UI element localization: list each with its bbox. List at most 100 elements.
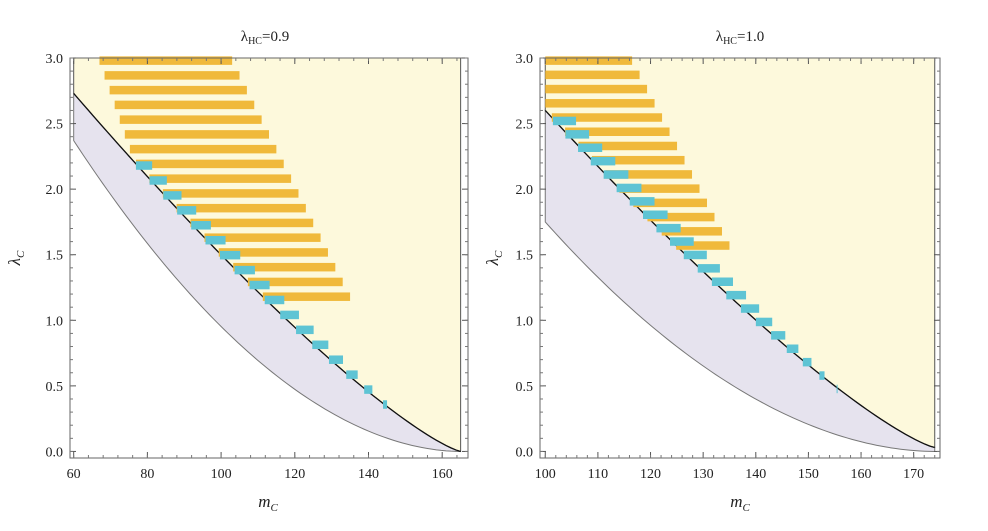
orange-stripe xyxy=(218,248,328,257)
x-tick-label: 160 xyxy=(851,467,872,482)
orange-stripe xyxy=(247,277,343,287)
cyan-stripe xyxy=(819,371,825,380)
cyan-stripe xyxy=(191,221,211,230)
y-tick-label: 2.5 xyxy=(46,118,64,133)
y-tick-label: 0.5 xyxy=(46,380,64,395)
orange-stripe xyxy=(114,100,255,110)
orange-stripe xyxy=(162,189,299,198)
orange-stripe xyxy=(129,144,277,154)
orange-stripe xyxy=(605,170,693,179)
y-tick-label: 1.5 xyxy=(516,249,534,264)
ticks-left: 60 80 100 120 140 160 0.0 0.5 1.0 1.5 2.0 2.5 3.0 xyxy=(46,52,468,482)
y-tick-label: 3.0 xyxy=(46,52,64,67)
orange-stripe xyxy=(124,130,269,139)
cyan-stripe xyxy=(656,223,681,233)
x-tick-label: 110 xyxy=(588,467,608,482)
y-axis-label-left: λC xyxy=(5,250,27,266)
orange-stripe xyxy=(119,115,262,124)
y-tick-label: 0.5 xyxy=(516,380,534,395)
cyan-stripe xyxy=(219,250,241,260)
orange-stripe xyxy=(135,159,284,169)
orange-stripe xyxy=(545,99,655,108)
y-tick-label: 0.0 xyxy=(516,445,534,460)
title-right: λHC=1.0 xyxy=(716,29,764,47)
cyan-stripe xyxy=(249,280,270,290)
orange-stripe xyxy=(545,70,640,80)
orange-stripe xyxy=(99,56,233,65)
x-tick-label: 120 xyxy=(284,467,305,482)
cyan-stripe xyxy=(205,235,226,245)
cyan-stripe xyxy=(565,130,590,139)
y-tick-label: 3.0 xyxy=(516,52,534,67)
orange-stripe xyxy=(661,227,722,236)
panel-left: 60 80 100 120 140 160 0.0 0.5 1.0 1.5 2.0 2.5 3.0 λH… xyxy=(5,29,469,514)
cyan-stripe xyxy=(771,331,786,340)
cyan-stripe xyxy=(346,370,358,379)
cyan-stripe xyxy=(135,161,153,170)
plot-border xyxy=(69,57,469,459)
orange-stripe xyxy=(676,241,730,250)
cyan-stripe xyxy=(786,344,799,353)
orange-stripe xyxy=(233,262,336,272)
cyan-stripe xyxy=(603,170,629,179)
cyan-stripe xyxy=(163,191,182,200)
orange-stripe xyxy=(578,141,678,151)
regions-right xyxy=(539,56,941,459)
cyan-stripe xyxy=(616,183,642,193)
x-tick-label: 100 xyxy=(211,467,232,482)
x-tick-label: 140 xyxy=(358,467,379,482)
orange-stripe xyxy=(551,113,663,122)
orange-stripe xyxy=(262,292,351,301)
cyan-stripe xyxy=(578,143,603,153)
ticks-right: 100 110 120 130 140 150 160 170 0.0 0.5 1.0 1.5 2.0 2… xyxy=(516,52,940,482)
orange-stripe xyxy=(149,174,292,183)
y-tick-label: 2.5 xyxy=(516,118,534,133)
orange-stripe xyxy=(190,218,314,228)
plot-border xyxy=(539,57,941,459)
y-tick-label: 1.5 xyxy=(46,249,64,264)
cyan-stripe xyxy=(312,340,329,350)
orange-stripe xyxy=(109,85,247,95)
cyan-stripe xyxy=(802,357,812,367)
cyan-stripe xyxy=(383,400,388,409)
cyan-stripe xyxy=(280,310,299,320)
cyan-stripe xyxy=(726,290,747,300)
cyan-stripe xyxy=(836,384,838,394)
x-axis-label-left: mC xyxy=(258,492,278,514)
y-tick-label: 2.0 xyxy=(46,183,64,198)
y-tick-label: 2.0 xyxy=(516,183,534,198)
y-tick-label: 1.0 xyxy=(516,314,534,329)
orange-stripe xyxy=(176,203,306,213)
cyan-stripe xyxy=(642,210,668,219)
title-left: λHC=0.9 xyxy=(241,29,289,47)
cyan-stripe xyxy=(149,176,167,185)
cyan-stripe xyxy=(364,385,373,394)
x-tick-label: 120 xyxy=(640,467,661,482)
x-tick-label: 100 xyxy=(535,467,556,482)
orange-stripe xyxy=(204,233,321,242)
orange-stripe xyxy=(545,56,633,65)
orange-stripe xyxy=(591,155,685,165)
cyan-stripe xyxy=(755,317,773,327)
x-tick-label: 60 xyxy=(67,467,81,482)
cyan-stripe xyxy=(552,116,577,126)
cyan-stripe xyxy=(590,156,616,166)
orange-stripe xyxy=(647,212,715,222)
regions-left xyxy=(69,56,469,459)
y-axis-label-right: λC xyxy=(483,250,505,266)
orange-stripe xyxy=(545,84,648,94)
orange-stripe xyxy=(633,198,708,208)
cyan-stripe xyxy=(711,277,733,286)
x-tick-label: 140 xyxy=(745,467,766,482)
orange-stripe xyxy=(565,127,670,136)
cyan-stripe xyxy=(669,237,694,246)
panel-right: 100 110 120 130 140 150 160 170 0.0 0.5 1.0 1.5 2.0 2… xyxy=(483,29,941,514)
upper-boundary-line xyxy=(544,110,935,449)
x-axis-label-right: mC xyxy=(730,492,750,514)
cyan-stripe xyxy=(328,355,344,364)
orange-stripe xyxy=(104,71,240,80)
orange-stripe xyxy=(619,184,700,193)
cyan-stripe xyxy=(740,304,760,313)
y-tick-label: 1.0 xyxy=(46,314,64,329)
